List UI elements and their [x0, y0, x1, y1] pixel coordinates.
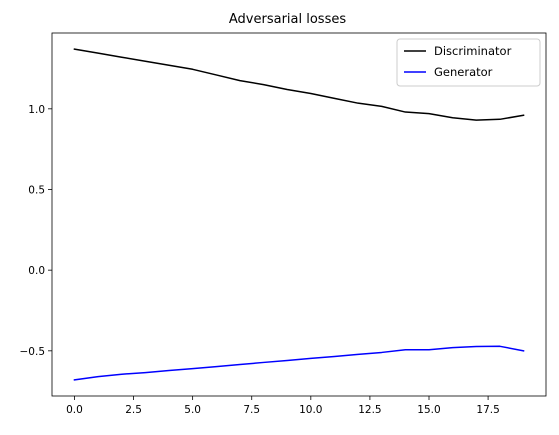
y-tick-label: 0.5 [28, 184, 45, 196]
legend: Discriminator Generator [396, 38, 541, 87]
y-axis: −0.5 0.0 0.5 1.0 [20, 104, 52, 358]
y-tick-label: −0.5 [20, 346, 46, 358]
legend-box [396, 38, 541, 87]
y-tick-label: 0.0 [28, 265, 45, 277]
series-line-0 [73, 48, 525, 121]
series-line-1 [73, 345, 525, 381]
x-tick-label: 5.0 [184, 404, 201, 416]
legend-label-1: Generator [434, 65, 493, 79]
legend-label-0: Discriminator [434, 44, 512, 58]
x-tick-label: 0.0 [66, 404, 83, 416]
plot-area [51, 32, 547, 397]
x-tick-label: 17.5 [476, 404, 499, 416]
plot-frame [51, 32, 547, 397]
x-tick-label: 2.5 [125, 404, 142, 416]
x-tick-label: 15.0 [417, 404, 440, 416]
x-tick-label: 10.0 [299, 404, 322, 416]
x-tick-label: 7.5 [243, 404, 260, 416]
x-tick-label: 12.5 [358, 404, 381, 416]
x-axis: 0.0 2.5 5.0 7.5 10.0 12.5 15.0 17.5 [66, 396, 500, 416]
y-tick-label: 1.0 [28, 104, 45, 116]
chart-title: Adversarial losses [229, 12, 346, 27]
